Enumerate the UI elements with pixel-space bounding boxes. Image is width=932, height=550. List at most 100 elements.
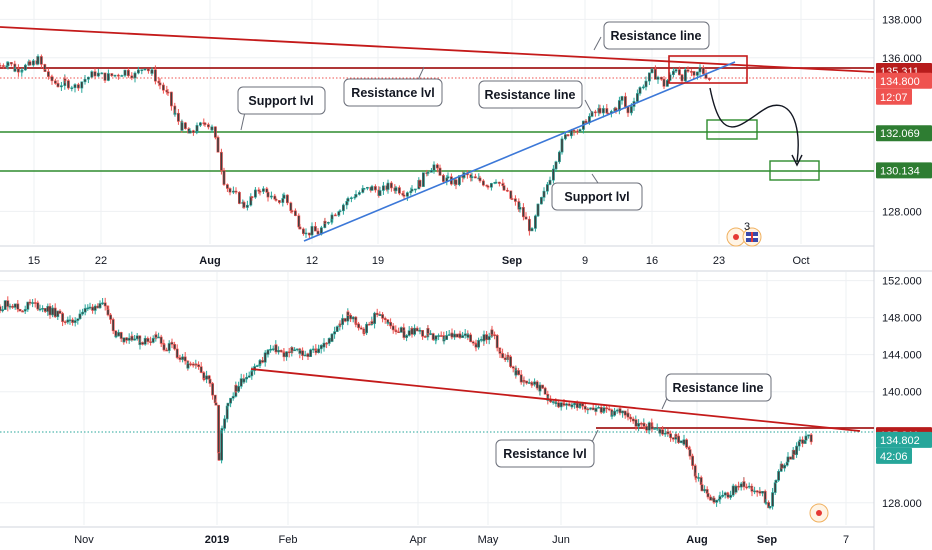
bottom-resistance-trendline[interactable] xyxy=(250,368,861,432)
candle-body xyxy=(319,345,323,350)
y-tick-label: 138.000 xyxy=(882,14,922,26)
resistance-zone-box[interactable] xyxy=(668,55,748,84)
candle-body xyxy=(274,198,278,201)
callout-resistance-lvl-bottom[interactable]: Resistance lvl xyxy=(495,429,599,468)
projection-path[interactable] xyxy=(709,87,799,163)
callout-support-lvl-top-left[interactable]: Support lvl xyxy=(237,86,326,131)
candle-body xyxy=(237,386,241,392)
target-box-1[interactable] xyxy=(706,119,758,140)
candle-body xyxy=(721,494,725,497)
candle-body xyxy=(229,397,233,404)
candle-body xyxy=(130,75,134,79)
bottom-event-badge[interactable] xyxy=(809,503,829,523)
economic-events-badge[interactable]: 3 xyxy=(726,221,762,247)
candle-body xyxy=(487,336,491,341)
candle-body xyxy=(572,129,576,132)
callout-resistance-lvl-top[interactable]: Resistance lvl xyxy=(343,66,443,107)
candle-body xyxy=(106,309,110,316)
candle-body xyxy=(214,402,218,406)
candle-body xyxy=(548,179,552,185)
candle-body xyxy=(378,190,382,196)
candle-body xyxy=(671,437,675,440)
x-tick-label: Sep xyxy=(757,534,777,546)
candle-body xyxy=(565,403,569,406)
candle-body xyxy=(511,366,515,369)
candle-body xyxy=(737,485,741,488)
candle-body xyxy=(418,330,422,332)
candle-body xyxy=(28,61,32,66)
candle-body xyxy=(188,130,192,134)
candle-body xyxy=(695,71,699,76)
price-tag-label: 130.134 xyxy=(880,165,920,177)
japan-flag-icon xyxy=(816,510,822,516)
candle-body xyxy=(789,456,793,460)
candle-body xyxy=(346,198,350,202)
candle-body xyxy=(481,180,485,186)
candle-body xyxy=(337,211,341,216)
candle-body xyxy=(454,179,458,185)
candle-body xyxy=(255,365,259,367)
candle-body xyxy=(333,331,337,335)
candle-body xyxy=(663,432,667,435)
callout-support-lvl-top-mid[interactable]: Support lvl xyxy=(551,173,643,211)
candle-body xyxy=(445,335,449,340)
candle-body xyxy=(282,352,286,358)
candle-body xyxy=(261,360,265,363)
candle-body xyxy=(311,348,315,351)
candle-body xyxy=(96,305,100,309)
x-tick-label: Nov xyxy=(74,534,94,546)
price-tag-label: 42:06 xyxy=(880,451,908,463)
candle-body xyxy=(149,341,153,343)
candle-body xyxy=(715,499,719,503)
candle-body xyxy=(501,353,505,359)
candle-body xyxy=(214,126,217,138)
candle-body xyxy=(402,327,406,332)
candle-body xyxy=(298,226,302,230)
candle-body xyxy=(197,364,201,367)
callout-resistance-line-top-mid[interactable]: Resistance line xyxy=(478,80,593,114)
candle-body xyxy=(127,337,131,341)
candle-body xyxy=(530,228,534,232)
candle-body xyxy=(325,342,329,345)
projection-arrowhead xyxy=(791,154,803,167)
candle-body xyxy=(68,319,72,322)
candle-body xyxy=(623,96,627,108)
candle-body xyxy=(41,308,45,310)
candle-body xyxy=(333,214,337,217)
candle-body xyxy=(178,357,182,360)
ascending-trendline[interactable] xyxy=(303,61,736,242)
candle-body xyxy=(282,194,286,199)
candle-body xyxy=(254,189,257,198)
candle-body xyxy=(418,180,422,187)
candle-body xyxy=(429,333,433,335)
candle-body xyxy=(726,493,730,498)
candle-body xyxy=(626,106,630,114)
candle-body xyxy=(631,418,635,422)
candle-body xyxy=(486,185,490,188)
candle-body xyxy=(154,69,157,82)
candle-body xyxy=(677,69,681,76)
candle-body xyxy=(36,56,40,65)
candle-body xyxy=(513,198,517,202)
candle-body xyxy=(48,305,52,316)
candle-body xyxy=(742,481,746,488)
candle-body xyxy=(605,108,609,114)
candle-body xyxy=(618,408,622,414)
candle-body xyxy=(674,69,678,72)
candle-body xyxy=(679,440,683,443)
candle-body xyxy=(250,370,254,372)
candle-body xyxy=(36,302,40,310)
candle-body xyxy=(343,318,347,322)
candle-body xyxy=(298,350,302,354)
candle-body xyxy=(285,351,289,358)
candle-body xyxy=(623,410,627,416)
candle-body xyxy=(707,78,711,80)
candle-body xyxy=(43,69,47,72)
candle-body xyxy=(386,321,390,324)
callout-resistance-line-top-right[interactable]: Resistance line xyxy=(593,21,710,51)
candle-body xyxy=(795,445,799,455)
candle-body xyxy=(575,130,579,133)
callout-resistance-line-bottom[interactable]: Resistance line xyxy=(661,373,772,410)
candle-body xyxy=(426,172,430,174)
